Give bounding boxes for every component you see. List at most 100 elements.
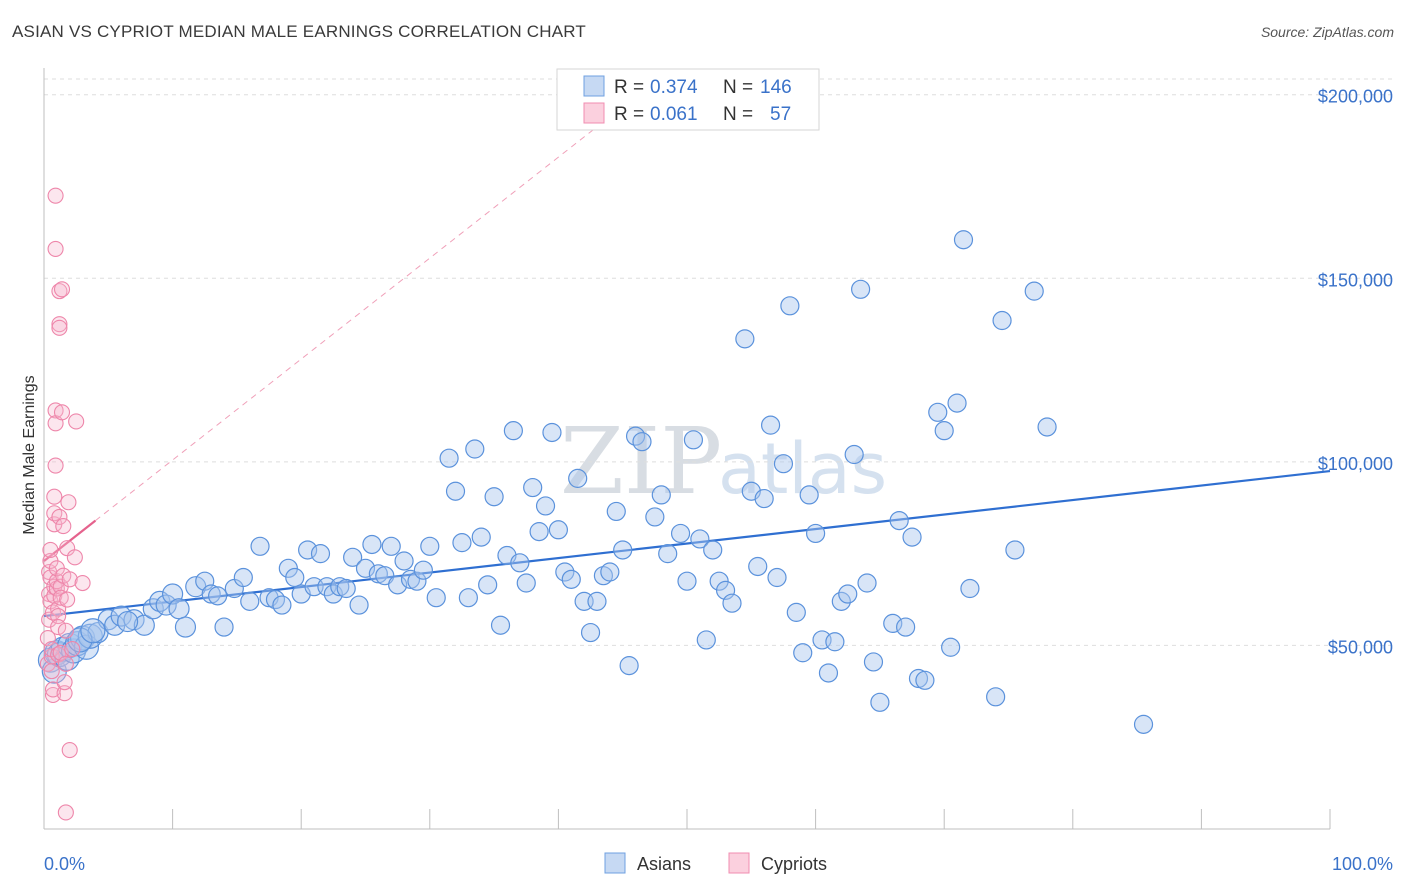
grid-lines xyxy=(44,78,1394,646)
point-asians xyxy=(394,551,414,571)
point-asians xyxy=(133,614,155,636)
point-asians xyxy=(773,454,794,474)
point-asians xyxy=(516,573,536,593)
point-cypriots xyxy=(53,281,71,298)
point-asians xyxy=(941,637,961,657)
point-asians xyxy=(683,430,704,450)
point-asians xyxy=(580,622,601,643)
point-asians xyxy=(298,540,318,560)
point-asians xyxy=(310,544,331,564)
point-cypriots xyxy=(59,591,76,608)
point-asians xyxy=(214,617,234,637)
point-cypriots xyxy=(47,402,64,419)
trend-line-cypriots-extension xyxy=(95,126,598,521)
point-asians xyxy=(110,605,132,627)
point-asians xyxy=(677,571,697,591)
point-cypriots xyxy=(53,404,71,421)
point-asians xyxy=(613,540,633,560)
point-asians xyxy=(240,591,260,611)
point-cypriots xyxy=(74,574,91,592)
point-asians xyxy=(452,533,472,553)
watermark-atlas: atlas xyxy=(718,428,887,510)
point-asians xyxy=(863,652,884,672)
point-asians xyxy=(336,578,356,599)
point-asians xyxy=(1005,540,1025,560)
point-asians xyxy=(116,610,139,633)
point-asians xyxy=(651,485,671,505)
watermark: ZIP atlas xyxy=(560,408,887,515)
point-asians xyxy=(490,615,511,635)
point-asians xyxy=(986,687,1006,707)
point-asians xyxy=(201,584,221,604)
point-asians xyxy=(272,595,292,615)
point-asians xyxy=(439,448,459,468)
point-cypriots xyxy=(61,742,78,759)
point-asians xyxy=(368,564,388,584)
point-cypriots xyxy=(57,622,74,639)
point-asians xyxy=(568,468,588,488)
point-asians xyxy=(458,588,478,608)
point-asians xyxy=(1024,281,1044,301)
point-asians xyxy=(786,602,806,622)
bottom-legend-swatch-cypriots xyxy=(728,852,750,874)
point-cypriots xyxy=(46,488,63,505)
legend: R = 0.374 N = 146 R = 0.061 N = 57 xyxy=(556,68,820,131)
point-asians xyxy=(851,279,871,299)
point-asians xyxy=(696,630,716,650)
point-asians xyxy=(555,562,575,582)
point-asians xyxy=(426,588,446,608)
point-asians xyxy=(953,230,974,250)
point-cypriots xyxy=(60,494,77,511)
point-asians xyxy=(174,616,197,638)
point-asians xyxy=(548,520,569,540)
trend-line-asians xyxy=(43,469,1331,618)
point-asians xyxy=(619,656,639,676)
source-label: Source: ZipAtlas.com xyxy=(1260,24,1394,40)
legend-r-value-asians: 0.374 xyxy=(650,77,698,98)
point-asians xyxy=(510,553,530,573)
point-asians xyxy=(947,393,967,413)
legend-n-label-cypriots: N = xyxy=(723,104,753,125)
point-asians xyxy=(330,577,350,597)
point-cypriots xyxy=(57,655,74,672)
legend-r-value-cypriots: 0.061 xyxy=(650,104,698,125)
point-asians xyxy=(658,544,678,564)
point-asians xyxy=(831,591,851,611)
point-cypriots xyxy=(61,571,78,588)
legend-r-label-asians: R = xyxy=(614,77,644,98)
point-asians xyxy=(767,567,787,588)
bottom-legend-label-cypriots: Cypriots xyxy=(761,854,827,874)
watermark-zip: ZIP xyxy=(560,408,722,515)
point-asians xyxy=(754,488,774,509)
point-asians xyxy=(928,402,948,422)
data-points xyxy=(37,187,1154,821)
point-asians xyxy=(149,590,171,612)
point-cypriots xyxy=(47,187,64,204)
legend-r-label-cypriots: R = xyxy=(614,104,644,125)
point-cypriots xyxy=(43,641,60,658)
point-asians xyxy=(484,487,504,507)
y-tick-label: $150,000 xyxy=(1318,270,1393,290)
point-cypriots xyxy=(47,457,64,474)
point-cypriots xyxy=(42,541,59,559)
point-asians xyxy=(883,613,903,634)
point-cypriots xyxy=(51,316,68,333)
point-asians xyxy=(529,522,549,542)
tick-labels: $50,000 $100,000 $150,000 $200,000 0.0% 100.0… xyxy=(44,87,1393,874)
point-asians xyxy=(838,584,858,604)
bottom-legend-label-asians: Asians xyxy=(637,854,691,874)
point-cypriots xyxy=(56,674,73,691)
point-asians xyxy=(844,444,864,465)
point-asians xyxy=(80,618,106,644)
point-asians xyxy=(825,632,845,652)
point-asians xyxy=(896,617,916,637)
point-asians xyxy=(703,540,723,560)
point-asians xyxy=(1037,417,1057,437)
point-asians xyxy=(445,481,466,501)
trend-lines xyxy=(43,126,1331,618)
point-asians xyxy=(381,536,401,556)
point-asians xyxy=(523,477,543,498)
point-asians xyxy=(503,421,523,441)
point-asians xyxy=(818,663,839,683)
